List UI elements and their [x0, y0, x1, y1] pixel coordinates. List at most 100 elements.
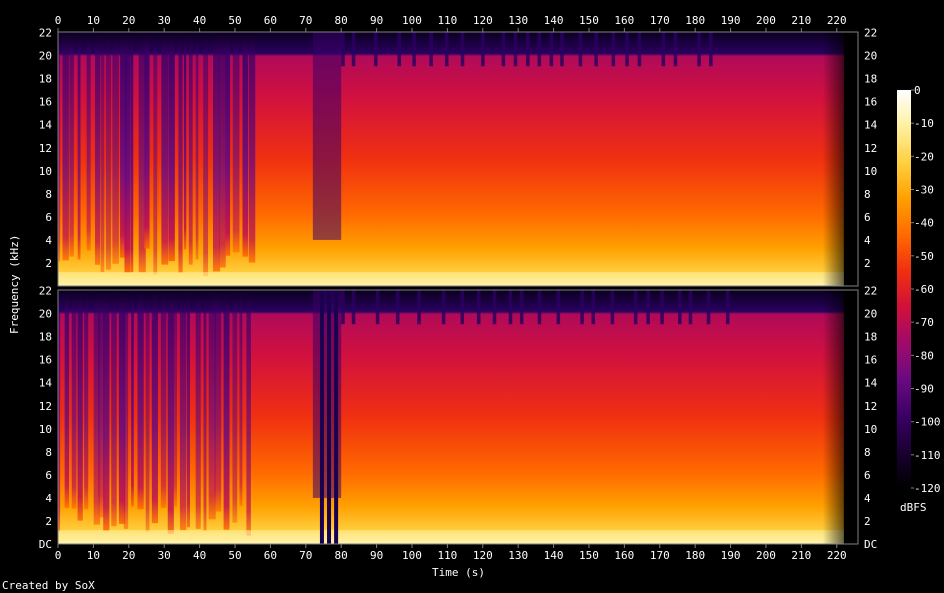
y-tick-label-ch1-left: 4: [45, 234, 52, 247]
x-tick-label-bottom: 210: [791, 549, 811, 562]
y-tick-label-ch1-right: 20: [864, 50, 877, 63]
x-tick-label-top: 0: [55, 14, 62, 27]
x-tick-label-top: 170: [650, 14, 670, 27]
y-tick-label-ch1-left: 16: [39, 96, 52, 109]
y-tick-label-ch2-left: 20: [39, 308, 52, 321]
colorbar-tick-label: -10: [914, 117, 934, 130]
x-tick-label-top: 90: [370, 14, 383, 27]
x-tick-label-bottom: 150: [579, 549, 599, 562]
y-tick-label-ch2-left: 22: [39, 285, 52, 298]
x-tick-label-bottom: 70: [299, 549, 312, 562]
energy-field: [58, 32, 844, 286]
colorbar-tick-label: -30: [914, 184, 934, 197]
y-tick-label-ch1-right: 14: [864, 119, 878, 132]
x-tick-label-bottom: 220: [827, 549, 847, 562]
colorbar-tick-label: -120: [914, 482, 941, 495]
colorbar-tick-label: -110: [914, 449, 941, 462]
y-tick-label-ch1-left: 22: [39, 27, 52, 40]
dropout-mark: [327, 290, 332, 544]
y-tick-label-ch2-right: 10: [864, 423, 877, 436]
spectrogram-panel-channel-1: [57, 31, 859, 287]
y-tick-label-ch2-right: 2: [864, 515, 871, 528]
x-tick-label-top: 110: [437, 14, 457, 27]
y-tick-label-ch1-right: 18: [864, 73, 877, 86]
y-tick-label-ch1-left: 12: [39, 142, 52, 155]
y-axis-label: Frequency (kHz): [8, 234, 21, 334]
x-tick-label-top: 100: [402, 14, 422, 27]
y-tick-label-ch2-right: 6: [864, 469, 871, 482]
y-tick-label-ch2-left: 18: [39, 331, 52, 344]
x-tick-label-top: 200: [756, 14, 776, 27]
colorbar-tick-label: -100: [914, 416, 941, 429]
x-tick-label-top: 10: [87, 14, 100, 27]
y-tick-label-ch1-right: 4: [864, 234, 871, 247]
dropout-mark: [334, 290, 339, 544]
spectrogram-panel-channel-2: [57, 289, 859, 545]
y-tick-label-ch1-left: 20: [39, 50, 52, 63]
y-tick-label-ch2-right: DC: [864, 538, 877, 551]
colorbar-tick-label: -40: [914, 217, 934, 230]
y-tick-label-ch2-left: 12: [39, 400, 52, 413]
x-tick-label-top: 180: [685, 14, 705, 27]
y-tick-label-ch2-right: 4: [864, 492, 871, 505]
y-tick-label-ch2-right: 22: [864, 285, 877, 298]
x-tick-label-top: 70: [299, 14, 312, 27]
x-tick-label-top: 30: [158, 14, 171, 27]
y-tick-label-ch2-left: 8: [45, 446, 52, 459]
y-tick-label-ch1-right: 22: [864, 27, 877, 40]
y-tick-label-ch1-right: 8: [864, 188, 871, 201]
x-tick-label-bottom: 0: [55, 549, 62, 562]
x-tick-label-bottom: 190: [721, 549, 741, 562]
y-tick-label-ch2-right: 20: [864, 308, 877, 321]
x-tick-label-bottom: 60: [264, 549, 277, 562]
x-tick-label-top: 60: [264, 14, 277, 27]
colorbar-unit-label: dBFS: [900, 501, 927, 514]
y-tick-label-ch1-right: 2: [864, 257, 871, 270]
y-tick-label-ch1-right: 12: [864, 142, 877, 155]
y-tick-label-ch2-left: 2: [45, 515, 52, 528]
colorbar-tick-label: -60: [914, 283, 934, 296]
x-tick-label-bottom: 130: [508, 549, 528, 562]
y-tick-label-ch1-right: 16: [864, 96, 877, 109]
y-tick-label-ch2-right: 8: [864, 446, 871, 459]
x-tick-label-bottom: 200: [756, 549, 776, 562]
x-tick-label-bottom: 180: [685, 549, 705, 562]
colorbar-tick-label: -70: [914, 316, 934, 329]
colorbar-tick-label: -50: [914, 250, 934, 263]
colorbar-tick-label: -90: [914, 383, 934, 396]
x-tick-label-top: 50: [228, 14, 241, 27]
y-tick-label-ch1-left: 10: [39, 165, 52, 178]
y-tick-label-ch2-left: 16: [39, 354, 52, 367]
x-tick-label-bottom: 100: [402, 549, 422, 562]
x-tick-label-bottom: 140: [544, 549, 564, 562]
y-tick-label-ch1-left: 8: [45, 188, 52, 201]
x-tick-label-top: 130: [508, 14, 528, 27]
x-tick-label-bottom: 80: [335, 549, 348, 562]
x-tick-label-top: 220: [827, 14, 847, 27]
x-tick-label-top: 20: [122, 14, 135, 27]
y-tick-label-ch1-left: 6: [45, 211, 52, 224]
y-tick-label-ch2-right: 18: [864, 331, 877, 344]
x-tick-label-top: 160: [614, 14, 634, 27]
credit-text: Created by SoX: [2, 579, 95, 592]
x-tick-label-top: 40: [193, 14, 206, 27]
x-tick-label-bottom: 160: [614, 549, 634, 562]
y-tick-label-ch2-right: 12: [864, 400, 877, 413]
x-tick-label-top: 120: [473, 14, 493, 27]
x-tick-label-bottom: 10: [87, 549, 100, 562]
x-tick-label-bottom: 30: [158, 549, 171, 562]
x-tick-label-top: 140: [544, 14, 564, 27]
y-tick-label-ch1-left: 14: [39, 119, 53, 132]
x-tick-label-top: 150: [579, 14, 599, 27]
y-tick-label-ch2-left: 14: [39, 377, 53, 390]
x-axis-label: Time (s): [432, 566, 485, 579]
x-tick-label-bottom: 90: [370, 549, 383, 562]
y-tick-label-ch2-left: 6: [45, 469, 52, 482]
x-tick-label-bottom: 40: [193, 549, 206, 562]
colorbar-tick-label: -80: [914, 349, 934, 362]
colorbar-tick-label: 0: [914, 84, 921, 97]
y-tick-label-ch2-right: 14: [864, 377, 878, 390]
x-tick-label-top: 210: [791, 14, 811, 27]
x-tick-label-top: 80: [335, 14, 348, 27]
